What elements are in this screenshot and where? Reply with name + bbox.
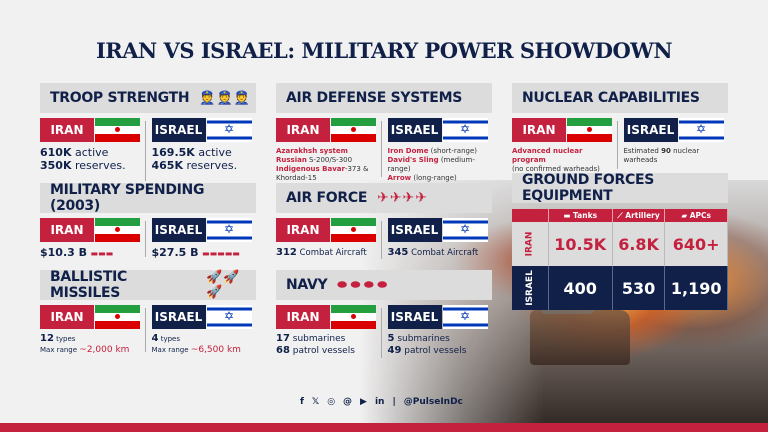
threads-icon[interactable]: @ <box>343 397 353 407</box>
apcs-column-header: ▰ APCs <box>664 209 728 222</box>
israel-label: ISRAEL <box>387 305 442 329</box>
israel-label: ISRAEL <box>623 118 678 142</box>
social-handle[interactable]: @PulseInDc <box>403 397 463 407</box>
iran-flag-icon <box>567 118 612 142</box>
apc-icon: ▰ <box>681 211 690 220</box>
linkedin-icon[interactable]: in <box>374 397 385 407</box>
facebook-icon[interactable]: f <box>300 397 304 407</box>
iran-missiles: 12 types Max range ~2,000 km <box>40 333 130 355</box>
submarine-icon: ⬬⬬⬬⬬ <box>337 278 391 291</box>
tanks-column-header: ▬ Tanks <box>548 209 613 222</box>
footer: f 𝕏 ◎ @ ▶ in | @PulseInDc <box>300 397 463 407</box>
section-header: AIR FORCE ✈✈✈✈ <box>276 183 492 213</box>
iran-flag-icon <box>95 305 140 329</box>
iran-spending: $10.3 B <box>40 246 88 259</box>
divider <box>144 121 146 181</box>
israel-flag-icon <box>442 118 488 142</box>
divider <box>380 121 382 177</box>
page-title: IRAN VS ISRAEL: MILITARY POWER SHOWDOWN <box>95 38 673 63</box>
israel-label: ISRAEL <box>387 218 442 242</box>
section-header: TROOP STRENGTH 👮👮👮 <box>40 83 256 113</box>
ground-forces-section: GROUND FORCES EQUIPMENT ▬ Tanks ⟋ Artill… <box>512 172 728 310</box>
israel-flag-icon <box>442 218 488 242</box>
israel-aircraft: 345 Combat Aircraft <box>387 247 479 258</box>
israel-nuclear: Estimated 90 nuclear warheads <box>623 147 700 164</box>
air-defense-section: AIR DEFENSE SYSTEMS IRAN Azarakhsh syste… <box>276 83 492 183</box>
separator: | <box>392 397 396 407</box>
table-row: IRAN 10.5K 6.8K 640+ <box>512 222 728 266</box>
ground-forces-table: ▬ Tanks ⟋ Artillery ▰ APCs IRAN 10.5K 6.… <box>512 209 728 310</box>
section-header: NAVY ⬬⬬⬬⬬ <box>276 270 492 300</box>
iran-flag-icon <box>95 118 140 142</box>
tank-icon: ▬ <box>563 211 574 220</box>
divider <box>144 308 146 352</box>
iran-flag-icon <box>331 218 376 242</box>
iran-label: IRAN <box>276 218 330 242</box>
nuclear-section: NUCLEAR CAPABILITIES IRAN Advanced nucle… <box>512 83 728 174</box>
israel-navy: 5 submarines 49 patrol vessels <box>387 333 467 356</box>
instagram-icon[interactable]: ◎ <box>327 397 336 407</box>
missile-icon: 🚀🚀🚀 <box>206 270 241 300</box>
x-icon[interactable]: 𝕏 <box>311 397 320 407</box>
ballistic-missiles-section: BALLISTIC MISSILES 🚀🚀🚀 IRAN 12 types Max r… <box>40 269 256 356</box>
artillery-icon: ⟋ <box>617 210 626 220</box>
iran-label: IRAN <box>276 118 330 142</box>
bottom-bar <box>0 423 768 432</box>
iran-label: IRAN <box>276 305 330 329</box>
section-header: AIR DEFENSE SYSTEMS <box>276 83 492 113</box>
divider <box>380 221 382 259</box>
iran-flag-icon <box>95 218 140 242</box>
iran-navy: 17 submarines 68 patrol vessels <box>276 333 355 356</box>
divider <box>380 308 382 358</box>
artillery-column-header: ⟋ Artillery <box>612 209 666 222</box>
iran-aircraft: 312 Combat Aircraft <box>276 247 367 258</box>
fighter-jet-icon: ✈✈✈✈ <box>377 190 429 206</box>
section-header: GROUND FORCES EQUIPMENT <box>512 172 728 204</box>
iran-label: IRAN <box>40 218 94 242</box>
air-force-section: AIR FORCE ✈✈✈✈ IRAN 312 Combat Aircraft I… <box>276 183 492 260</box>
israel-flag-icon <box>206 218 252 242</box>
navy-section: NAVY ⬬⬬⬬⬬ IRAN 17 submarines 68 patrol ves… <box>276 270 492 358</box>
iran-flag-icon <box>331 118 376 142</box>
soldiers-icon: 👮👮👮 <box>199 90 251 106</box>
israel-label: ISRAEL <box>387 118 442 142</box>
table-row: ISRAEL 400 530 1,190 <box>512 266 728 310</box>
israel-flag-icon <box>442 305 488 329</box>
israel-missiles: 4 types Max range ~6,500 km <box>151 333 241 355</box>
divider <box>144 221 146 257</box>
iran-label: IRAN <box>40 118 94 142</box>
iran-label: IRAN <box>512 118 566 142</box>
iran-label: IRAN <box>40 305 94 329</box>
troop-strength-section: TROOP STRENGTH 👮👮👮 IRAN 610K active 350K r… <box>40 83 256 181</box>
israel-air-defense: Iron Dome (short-range) David's Sling (me… <box>387 147 478 182</box>
section-header: MILITARY SPENDING (2003) <box>40 182 256 214</box>
youtube-icon[interactable]: ▶ <box>360 397 367 407</box>
israel-spending: $27.5 B <box>151 246 199 259</box>
israel-flag-icon <box>206 118 252 142</box>
money-icon: ▬▬▬▬▬ <box>202 249 240 258</box>
iran-troops: 610K active 350K reserves. <box>40 146 126 172</box>
israel-label: ISRAEL <box>151 118 206 142</box>
section-header: BALLISTIC MISSILES 🚀🚀🚀 <box>40 269 256 301</box>
tank-image <box>530 296 630 365</box>
iran-flag-icon <box>331 305 376 329</box>
israel-label: ISRAEL <box>151 305 206 329</box>
israel-troops: 169.5K active 465K reserves. <box>151 146 238 172</box>
israel-flag-icon <box>678 118 724 142</box>
israel-flag-icon <box>206 305 252 329</box>
divider <box>616 121 618 169</box>
money-icon: ▬▬▬ <box>90 249 114 258</box>
military-spending-section: MILITARY SPENDING (2003) IRAN $10.3 B ▬▬… <box>40 182 256 260</box>
iran-nuclear: Advanced nuclear program (no confirmed wa… <box>512 147 600 173</box>
section-header: NUCLEAR CAPABILITIES <box>512 83 728 113</box>
iran-air-defense: Azarakhsh system Russian S-200/S-300 Indig… <box>276 147 369 182</box>
israel-label: ISRAEL <box>151 218 206 242</box>
